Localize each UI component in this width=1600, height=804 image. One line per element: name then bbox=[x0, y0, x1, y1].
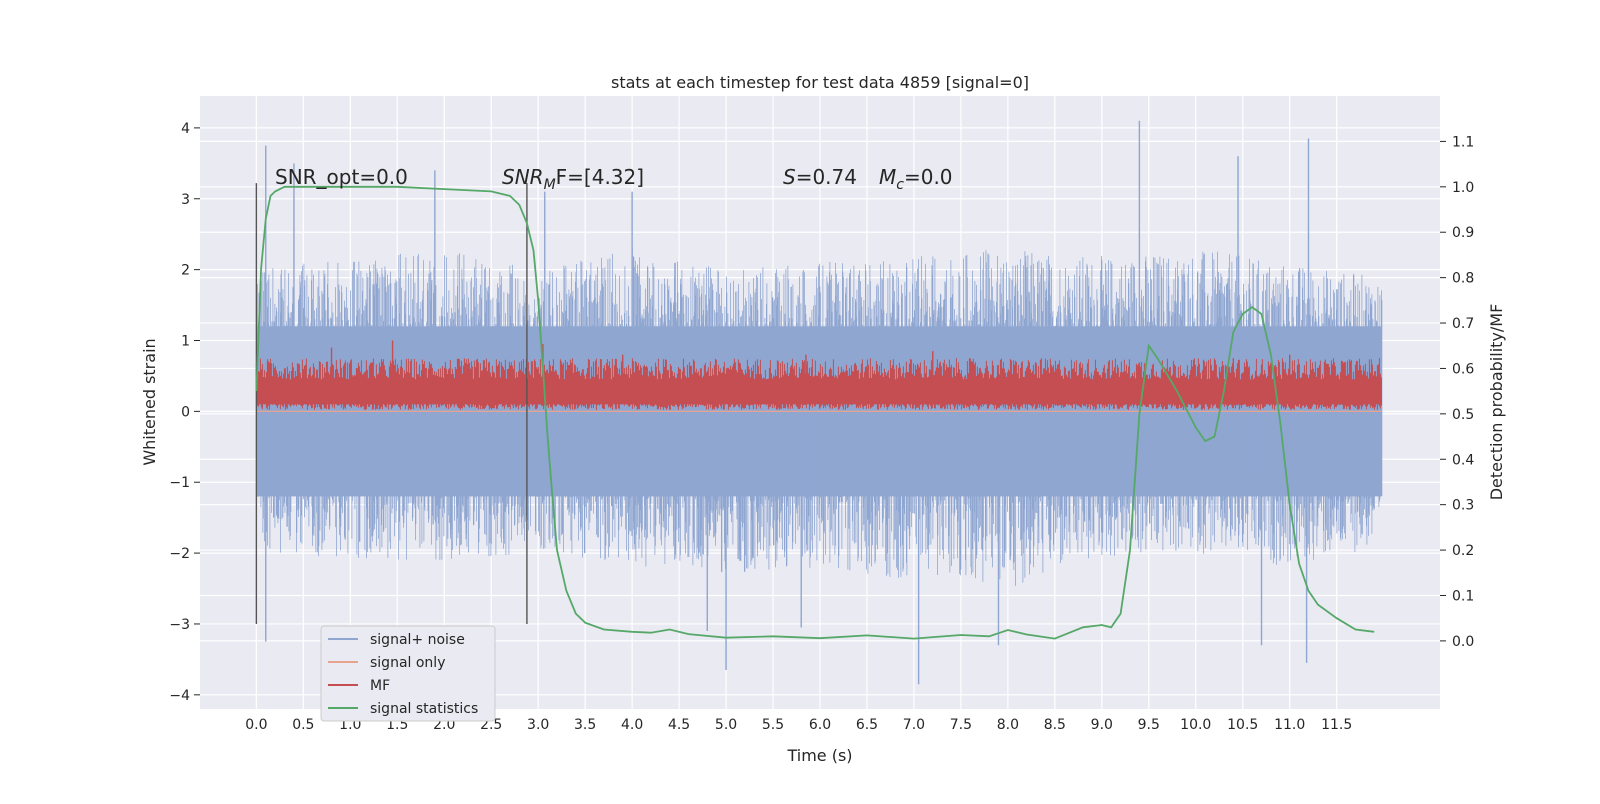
x-tick-label-18: 9.0 bbox=[1091, 717, 1113, 733]
x-tick-label-16: 8.0 bbox=[997, 717, 1019, 733]
annotation-snr-mf: SNRMF=[4.32] bbox=[502, 165, 644, 193]
y2-tick-label-5: 0.5 bbox=[1452, 407, 1474, 423]
legend-box bbox=[320, 625, 496, 722]
mc-value: =0.0 bbox=[904, 165, 953, 189]
y-axis-ticks: −4 −3 −2 −1 0 1 2 3 4 bbox=[169, 121, 200, 704]
y2-tick-label-9: 0.9 bbox=[1452, 225, 1474, 241]
series-mf bbox=[255, 340, 1382, 410]
annotation-s-mc: S=0.74 Mc=0.0 bbox=[783, 165, 953, 193]
y-tick-label-2: −2 bbox=[169, 546, 190, 562]
x-tick-label-1: 0.5 bbox=[292, 717, 314, 733]
y-tick-label-8: 4 bbox=[181, 121, 190, 137]
y2-tick-label-1: 0.1 bbox=[1452, 588, 1474, 604]
x-tick-label-21: 10.5 bbox=[1227, 717, 1258, 733]
y2-tick-label-0: 0.0 bbox=[1452, 634, 1474, 650]
y2-tick-label-8: 0.8 bbox=[1452, 271, 1474, 287]
mc-label: M bbox=[879, 165, 896, 189]
x-tick-label-23: 11.5 bbox=[1321, 717, 1352, 733]
mc-sub: c bbox=[896, 177, 904, 193]
y-tick-label-1: −3 bbox=[169, 617, 190, 633]
legend-label-signal-statistics: signal statistics bbox=[370, 701, 478, 717]
x-tick-label-10: 5.0 bbox=[715, 717, 737, 733]
y2-tick-label-4: 0.4 bbox=[1452, 452, 1474, 468]
y-tick-label-0: −4 bbox=[169, 688, 190, 704]
x-tick-label-8: 4.0 bbox=[621, 717, 643, 733]
x-tick-label-7: 3.5 bbox=[574, 717, 596, 733]
x-tick-label-6: 3.0 bbox=[527, 717, 549, 733]
y2-tick-label-11: 1.1 bbox=[1452, 134, 1474, 150]
series-signal-statistics bbox=[255, 185, 1375, 640]
y-tick-label-7: 3 bbox=[181, 192, 190, 208]
x-axis-label: Time (s) bbox=[786, 746, 852, 765]
x-tick-label-20: 10.0 bbox=[1180, 717, 1211, 733]
y-tick-label-4: 0 bbox=[181, 404, 190, 420]
vertical-markers bbox=[255, 183, 528, 624]
snr-mf-label: SNR bbox=[502, 165, 544, 189]
y2-tick-label-2: 0.2 bbox=[1452, 543, 1474, 559]
x-tick-label-9: 4.5 bbox=[668, 717, 690, 733]
y-tick-label-6: 2 bbox=[181, 263, 190, 279]
y-tick-label-5: 1 bbox=[181, 333, 190, 349]
x-tick-label-14: 7.0 bbox=[903, 717, 925, 733]
snr-mf-sub: M bbox=[544, 177, 556, 193]
snr-mf-rest: F=[4.32] bbox=[556, 165, 644, 189]
legend-label-signal-noise: signal+ noise bbox=[370, 632, 465, 648]
y2-axis-ticks: 0.0 0.1 0.2 0.3 0.4 0.5 0.6 0.7 0.8 0.9 1.0 1.1 bbox=[1440, 134, 1474, 650]
x-tick-label-13: 6.5 bbox=[856, 717, 878, 733]
x-tick-label-19: 9.5 bbox=[1138, 717, 1160, 733]
x-tick-label-0: 0.0 bbox=[245, 717, 267, 733]
chart-title: stats at each timestep for test data 485… bbox=[611, 73, 1029, 92]
x-tick-label-22: 11.0 bbox=[1274, 717, 1305, 733]
legend: signal+ noise signal only MF signal stat… bbox=[320, 625, 496, 722]
y2-tick-label-6: 0.6 bbox=[1452, 361, 1474, 377]
y2-tick-label-3: 0.3 bbox=[1452, 498, 1474, 514]
s-label: S bbox=[783, 165, 796, 189]
y-tick-label-3: −1 bbox=[169, 475, 190, 491]
x-tick-label-17: 8.5 bbox=[1044, 717, 1066, 733]
x-tick-label-11: 5.5 bbox=[762, 717, 784, 733]
y2-tick-label-7: 0.7 bbox=[1452, 316, 1474, 332]
legend-label-mf: MF bbox=[370, 678, 390, 694]
signal-statistics-line bbox=[255, 185, 1375, 640]
legend-label-signal-only: signal only bbox=[370, 655, 445, 671]
y2-axis-label: Detection probability/MF bbox=[1487, 304, 1506, 501]
x-tick-label-12: 6.0 bbox=[809, 717, 831, 733]
annotation-snr-opt: SNR_opt=0.0 bbox=[275, 165, 408, 189]
y2-tick-label-10: 1.0 bbox=[1452, 180, 1474, 196]
y-axis-label: Whitened strain bbox=[140, 338, 159, 465]
s-value: =0.74 bbox=[796, 165, 857, 189]
x-tick-label-15: 7.5 bbox=[950, 717, 972, 733]
